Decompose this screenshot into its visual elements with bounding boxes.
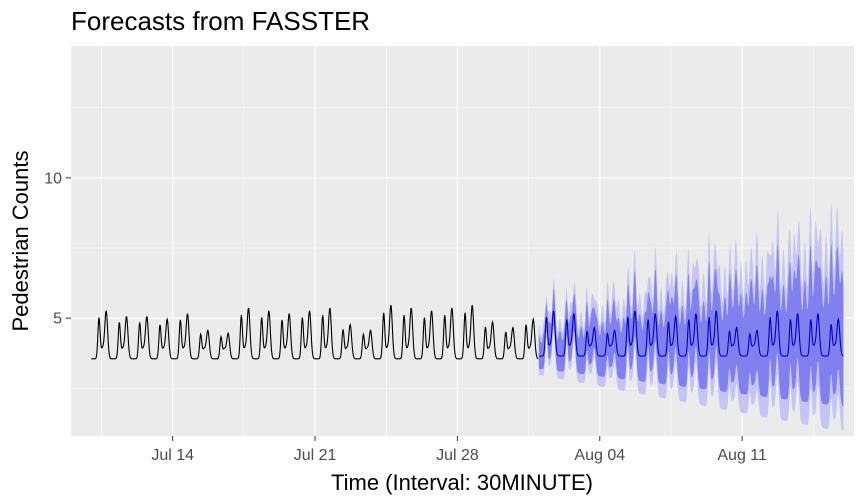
y-axis-title: Pedestrian Counts: [8, 151, 33, 332]
x-tick-label: Aug 04: [574, 447, 625, 464]
x-tick-label: Jul 21: [294, 447, 337, 464]
x-axis: Jul 14 Jul 21 Jul 28 Aug 04 Aug 11: [151, 436, 767, 464]
y-tick-label: 10: [44, 170, 62, 187]
x-tick-label: Jul 14: [151, 447, 194, 464]
y-axis: 5 10: [44, 170, 71, 328]
history-series-line: [91, 305, 539, 360]
chart-title: Forecasts from FASSTER: [71, 6, 370, 36]
x-tick-label: Jul 28: [436, 447, 479, 464]
prediction-interval-80: [538, 243, 844, 407]
x-tick-label: Aug 11: [717, 447, 767, 464]
forecast-series-line: [538, 310, 844, 357]
prediction-interval-bands: [538, 203, 844, 431]
y-tick-label: 5: [53, 311, 62, 328]
minor-gridlines: [71, 46, 854, 436]
x-axis-title: Time (Interval: 30MINUTE): [331, 470, 593, 495]
